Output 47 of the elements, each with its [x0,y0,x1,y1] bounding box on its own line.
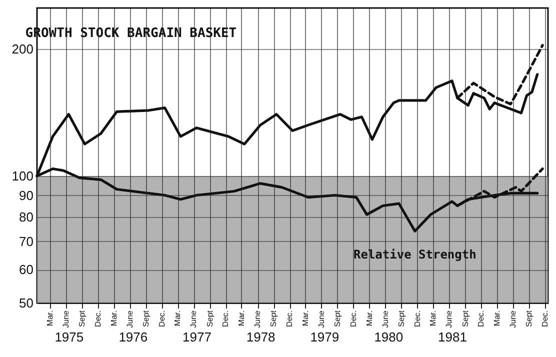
y-tick-label: 100 [12,168,34,184]
x2-tick-label: 1979 [310,330,340,344]
y-tick-label: 60 [19,262,34,278]
x-tick-label: Sept [77,310,86,327]
x-tick-label: Mar. [364,310,374,326]
y-tick-label: 80 [19,209,34,224]
x-tick-label: Mar. [428,310,438,326]
x-tick-label: Dec. [157,310,166,327]
x-tick-label: June [444,310,454,328]
x2-tick-label: 1975 [54,330,84,344]
x-tick-label: Sept [396,310,406,327]
x-tick-label: Dec. [540,310,550,327]
x2-tick-label: 1980 [374,330,404,344]
y-tick-label: 50 [19,296,34,310]
x-tick-label: June [253,310,262,328]
x-tick-label: Dec. [412,310,422,327]
y-tick-label: 200 [12,41,34,56]
x-tick-label: Dec. [285,310,294,327]
x-tick-label: Sept [141,310,150,327]
x-tick-label: Sept [205,310,214,327]
y-tick-label: 70 [19,234,34,249]
x-tick-label: Mar. [45,310,54,326]
x-tick-label: Sept [269,310,278,327]
x-tick-label: June [125,310,134,328]
y-tick-label: 90 [19,188,34,203]
x-tick-label: Mar. [300,310,310,326]
x-tick-label: June [189,310,198,328]
x-tick-label: Mar. [173,310,182,326]
x-tick-label: Mar. [109,310,118,326]
x-tick-label: Mar. [236,310,246,326]
x-tick-label: Dec. [348,310,358,327]
x-tick-label: Sept [524,310,534,327]
x-tick-label: Dec. [476,310,486,327]
x-tick-label: June [508,310,518,328]
x-tick-label: Sept [460,310,470,327]
x-tick-label: June [380,310,390,328]
x2-tick-label: 1976 [118,330,148,344]
x2-tick-label: 1977 [182,330,212,344]
x-tick-label: Dec. [93,310,102,327]
x-tick-label: Sept [332,310,342,327]
x-tick-label: Dec. [221,310,230,327]
x2-tick-label: 1978 [246,330,276,344]
x-tick-label: June [61,310,70,328]
x-tick-label: June [316,310,326,328]
x2-tick-label: 1981 [438,330,467,344]
x-tick-label: Mar. [492,310,502,326]
series-label: Relative Strength [354,248,476,262]
